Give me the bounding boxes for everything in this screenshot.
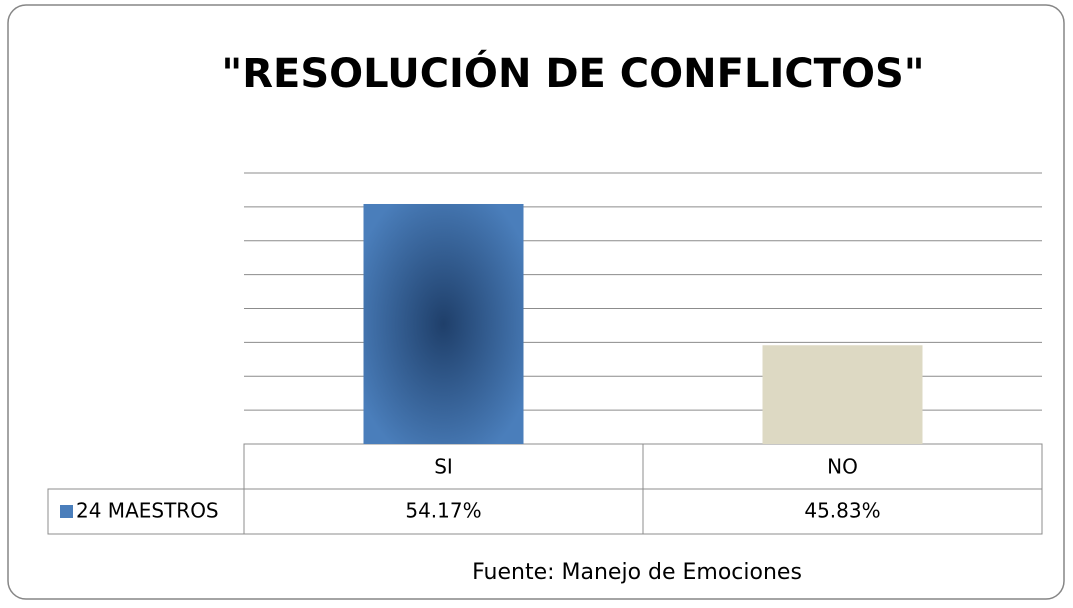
data-table-value: 45.83% xyxy=(804,499,880,523)
x-tick-label: NO xyxy=(827,455,858,479)
data-table-value: 54.17% xyxy=(405,499,481,523)
legend-swatch xyxy=(60,505,73,518)
source: Fuente: Manejo de Emociones xyxy=(472,560,802,585)
bar xyxy=(762,345,923,444)
x-tick-label: SI xyxy=(434,455,453,479)
chart-title: "RESOLUCIÓN DE CONFLICTOS" xyxy=(221,49,924,97)
legend-label: 24 MAESTROS xyxy=(76,499,219,523)
bar xyxy=(363,203,524,444)
chart-border xyxy=(7,4,1065,600)
